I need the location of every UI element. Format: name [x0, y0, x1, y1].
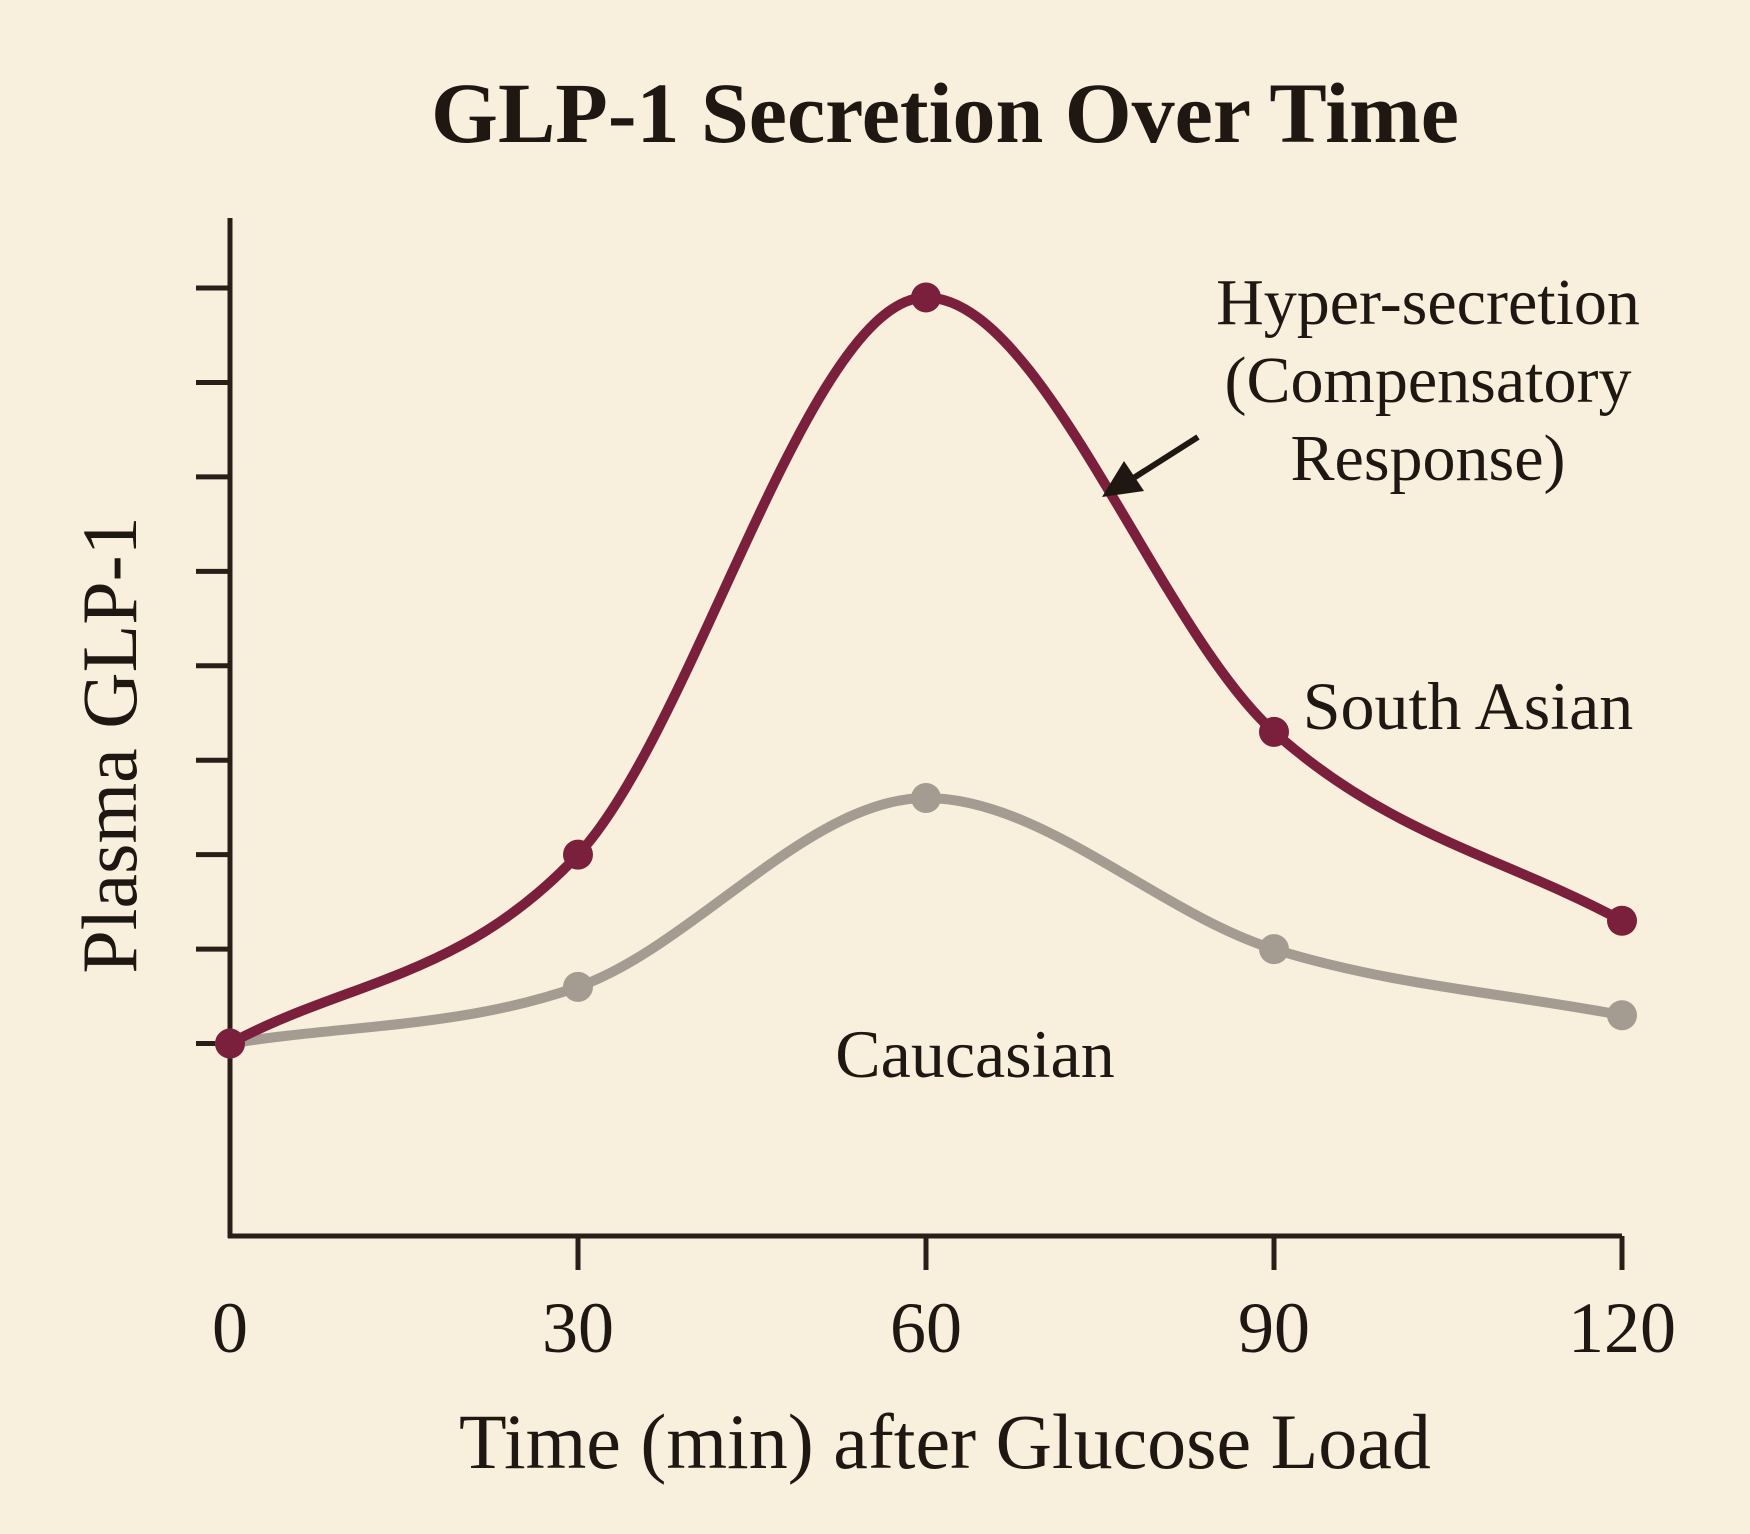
data-point-caucasian-120 [1607, 1000, 1637, 1031]
annotation-arrow-shaft [1130, 434, 1200, 482]
series-label-south-asian: South Asian [1303, 668, 1634, 744]
x-ticks: 0 30 60 90 120 [212, 1236, 1676, 1368]
data-point-south-asian-0 [215, 1028, 245, 1059]
series-layer [215, 282, 1637, 1059]
axes: 0 30 60 90 120 [196, 218, 1676, 1368]
x-tick-label-3: 90 [1238, 1288, 1310, 1368]
y-ticks [196, 285, 232, 1047]
annotation-arrow-head [1102, 461, 1144, 497]
chart-title: GLP-1 Secretion Over Time [431, 65, 1459, 161]
annotation-line-1: Hyper-secretion [1216, 266, 1640, 339]
data-point-caucasian-60 [911, 783, 941, 813]
y-axis-label: Plasma GLP-1 [66, 516, 153, 973]
x-tick-label-2: 60 [890, 1288, 962, 1368]
data-point-caucasian-90 [1259, 934, 1289, 965]
data-point-south-asian-30 [563, 839, 593, 870]
data-point-south-asian-60 [911, 282, 941, 313]
annotation-line-2: (Compensatory [1225, 344, 1632, 417]
data-point-caucasian-30 [563, 971, 593, 1002]
annotation-line-3: Response) [1291, 422, 1566, 495]
data-point-south-asian-90 [1259, 716, 1289, 747]
x-axis-label: Time (min) after Glucose Load [459, 1398, 1431, 1485]
x-tick-label-4: 120 [1568, 1288, 1676, 1368]
series-label-caucasian: Caucasian [835, 1016, 1114, 1092]
annotation: Hyper-secretion (Compensatory Response) [1102, 266, 1640, 497]
x-tick-label-0: 0 [212, 1288, 248, 1368]
series-line-caucasian [225, 793, 1627, 1049]
x-tick-label-1: 30 [542, 1288, 614, 1368]
data-point-south-asian-120 [1607, 905, 1637, 936]
